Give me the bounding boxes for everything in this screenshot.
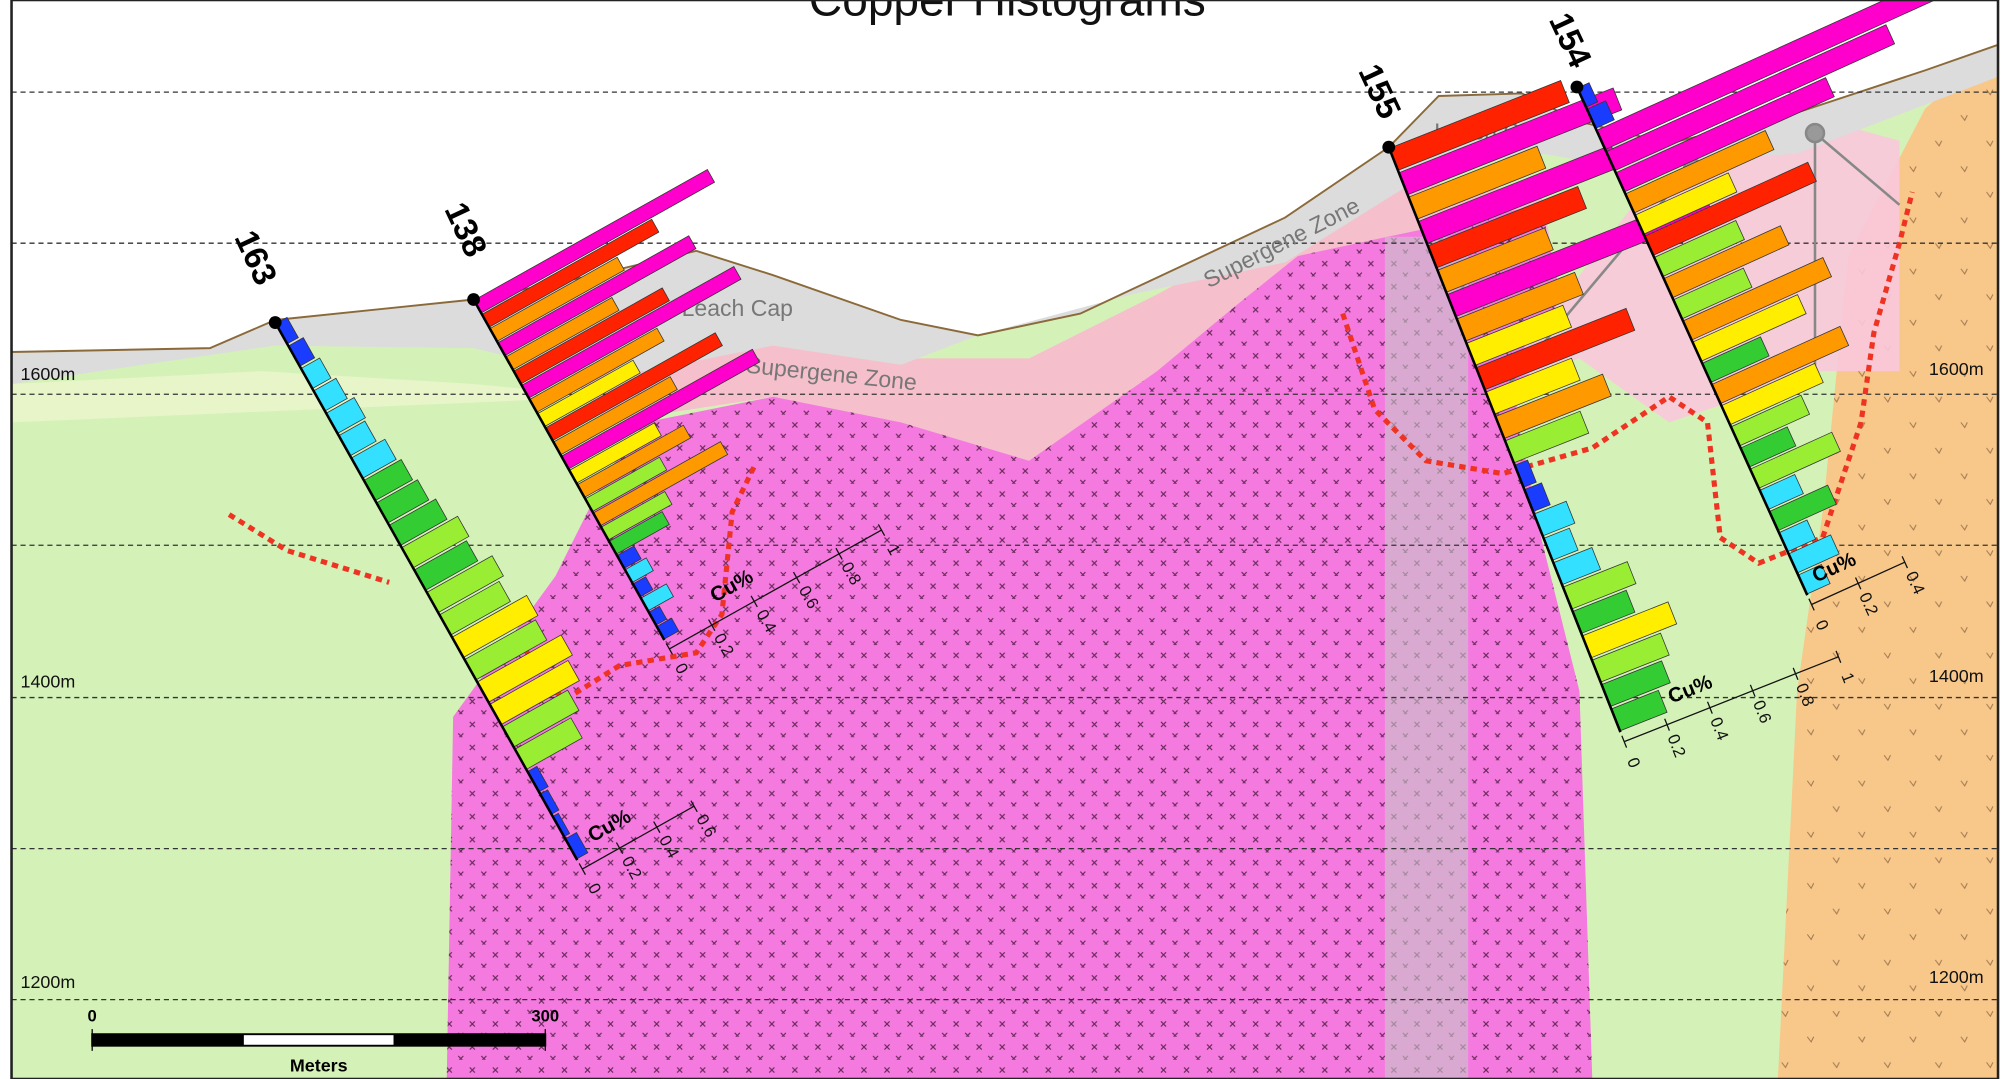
elevation-label: 1200m xyxy=(20,972,75,992)
drill-trace xyxy=(274,321,579,861)
cu-tick xyxy=(1792,667,1799,680)
cu-tick xyxy=(690,800,698,813)
scale-segment xyxy=(91,1033,244,1047)
collar xyxy=(1570,80,1584,94)
cu-tick xyxy=(615,842,624,855)
cu-tick xyxy=(1808,598,1815,611)
drill-trace xyxy=(472,298,666,641)
cu-tick xyxy=(750,595,758,608)
drill-trace xyxy=(1575,86,1809,596)
cu-tick xyxy=(1664,718,1670,731)
cu-axis xyxy=(1623,656,1839,743)
cu-tick xyxy=(1749,684,1756,697)
title: Copper Histograms xyxy=(809,0,1206,25)
cu-tick xyxy=(1706,701,1713,714)
elevation-label: 1400m xyxy=(20,671,75,691)
cu-tick xyxy=(1901,556,1909,569)
scale-label: 0 xyxy=(88,1006,97,1025)
drill-trace xyxy=(1387,146,1622,733)
cu-tick xyxy=(578,863,586,875)
elevation-label: 1600m xyxy=(20,364,75,384)
cu-tick xyxy=(708,619,716,632)
collar xyxy=(268,316,282,329)
scale-segment xyxy=(393,1033,546,1047)
frame xyxy=(10,0,2000,1079)
cu-tick xyxy=(877,524,886,536)
fault-zone xyxy=(1384,236,1469,1079)
porphyry-pattern xyxy=(446,204,1593,1079)
cu-tick xyxy=(1854,577,1862,590)
elevation-label: 1400m xyxy=(1929,666,1984,686)
elevation-label: 1200m xyxy=(1929,967,1984,987)
scale-segment xyxy=(242,1033,395,1047)
collar xyxy=(1382,140,1396,154)
upper-unit xyxy=(11,371,607,423)
cu-tick xyxy=(835,547,843,560)
scale-unit: Meters xyxy=(290,1055,348,1075)
scale-label: 300 xyxy=(531,1006,559,1025)
oxide-boundary xyxy=(227,191,1915,701)
cu-tick xyxy=(653,821,661,834)
cu-axis xyxy=(581,805,695,870)
cu-axis xyxy=(669,529,882,650)
orange-unit-pattern xyxy=(1777,44,1999,1079)
cu-tick xyxy=(665,643,674,655)
cu-tick xyxy=(792,571,801,584)
cu-tick xyxy=(1621,735,1628,748)
cu-tick xyxy=(1835,650,1842,664)
collar xyxy=(467,293,480,306)
elevation-label: 1600m xyxy=(1929,359,1984,379)
